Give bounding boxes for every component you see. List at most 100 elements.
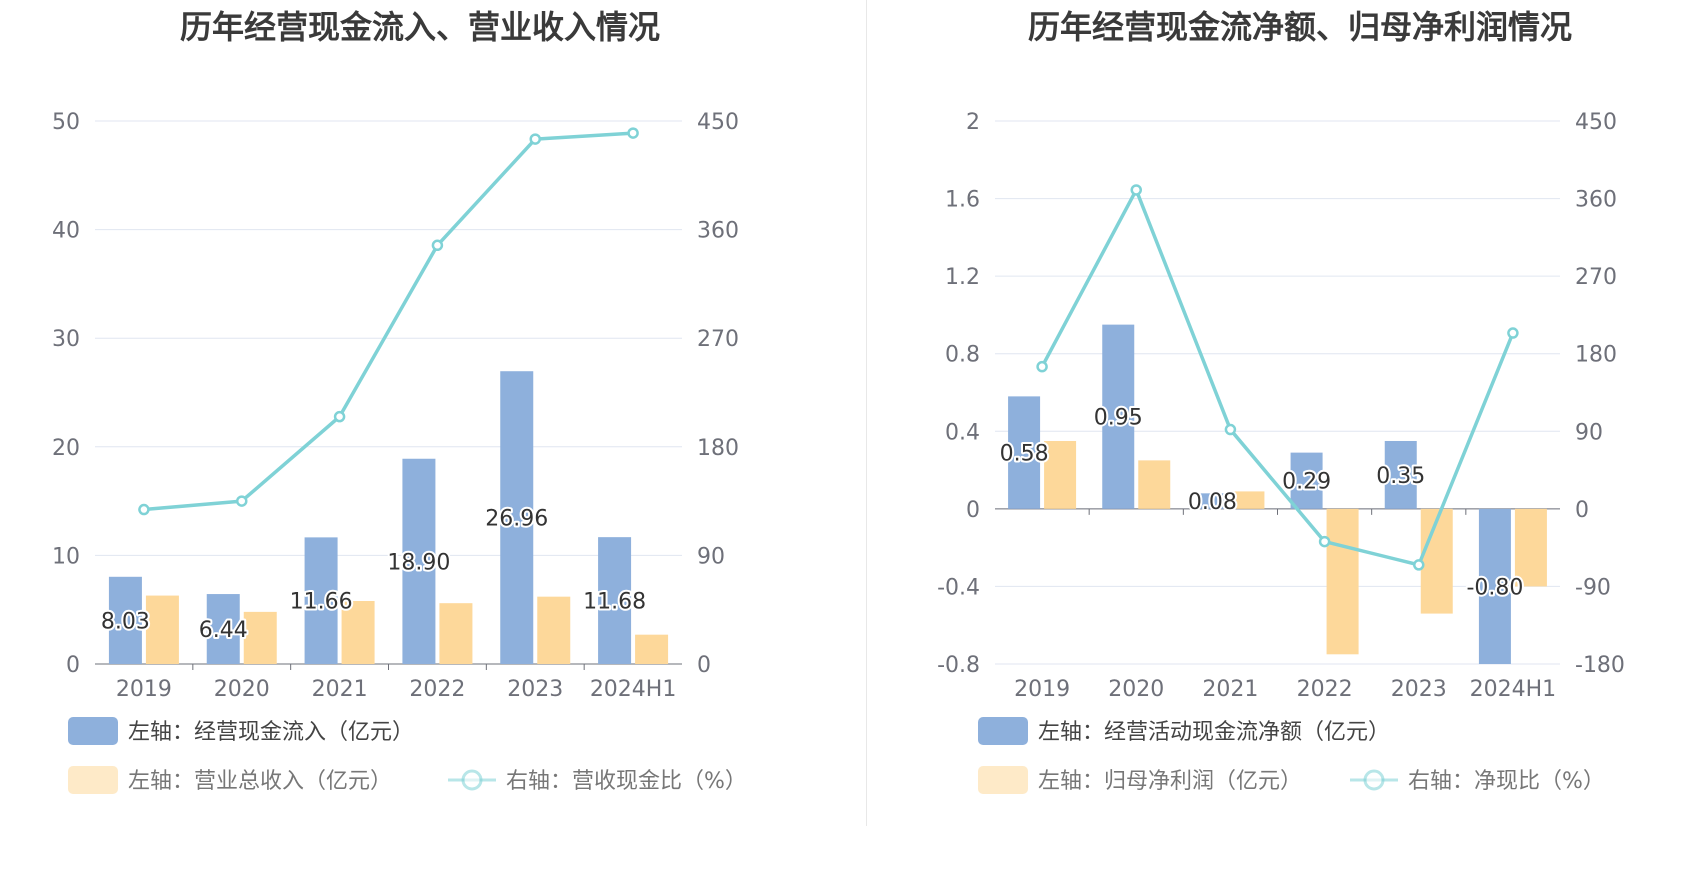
legend-label-line: 右轴：净现比（%）	[1408, 769, 1605, 794]
ratio-line-point	[333, 410, 346, 423]
right-axis-tick-label: -180	[1575, 653, 1625, 678]
ratio-line-point	[529, 133, 541, 145]
x-axis-tick-label: 2019	[116, 677, 172, 702]
bar-primary	[500, 371, 534, 664]
ratio-line-point	[138, 503, 150, 516]
bar-data-label: 18.90	[387, 550, 450, 575]
legend-swatch-primary	[68, 717, 118, 745]
bar-data-label: 0.58	[1000, 442, 1049, 467]
x-axis-tick-label: 2024H1	[1470, 677, 1557, 702]
panel-divider	[866, 0, 867, 826]
bar-primary	[1478, 508, 1511, 664]
x-axis-tick-label: 2021	[1202, 677, 1258, 702]
right-axis-tick-label: 180	[697, 436, 739, 461]
bar-primary	[1196, 493, 1229, 509]
ratio-line	[143, 131, 634, 512]
right-axis-tick-label: 90	[697, 544, 725, 569]
left-axis-tick-label: 1.2	[945, 265, 980, 290]
x-axis-tick-label: 2024H1	[590, 677, 677, 702]
right-axis-tick-label: -90	[1575, 575, 1611, 600]
bar-data-label: 26.96	[485, 507, 548, 532]
right-axis-tick-label: 270	[1575, 265, 1617, 290]
bar-primary	[206, 594, 240, 664]
left-axis-tick-label: 0	[966, 498, 980, 523]
x-axis-tick-label: 2019	[1014, 677, 1070, 702]
left-axis-tick-label: 0	[66, 653, 80, 678]
legend-label-secondary: 左轴：归母净利润（亿元）	[1038, 769, 1302, 794]
right-axis-tick-label: 450	[697, 110, 739, 135]
right-axis-tick-label: 270	[697, 327, 739, 352]
legend: 左轴：经营活动现金流净额（亿元） 左轴：归母净利润（亿元） 右轴：净现比（%）	[978, 717, 1605, 794]
legend-label-secondary: 左轴：营业总收入（亿元）	[128, 769, 392, 794]
bar-primary	[304, 537, 338, 664]
bar-primary	[1384, 440, 1417, 509]
x-axis-tick-label: 2021	[312, 677, 368, 702]
bar-secondary	[1514, 508, 1547, 587]
left-axis-tick-label: 0.4	[945, 420, 980, 445]
ratio-line-point	[1036, 360, 1048, 373]
left-axis-tick-label: 10	[52, 544, 80, 569]
legend-label-line: 右轴：营收现金比（%）	[506, 769, 747, 794]
bar-secondary	[1420, 508, 1453, 614]
ratio-line	[1040, 188, 1515, 567]
bar-secondary	[1326, 508, 1359, 655]
bar-data-label: 0.29	[1282, 470, 1331, 495]
ratio-line-point	[1413, 559, 1425, 571]
legend-swatch-secondary	[68, 766, 118, 794]
bar-secondary	[341, 601, 375, 664]
bar-data-label: -0.80	[1466, 575, 1523, 600]
ratio-line-point	[1318, 535, 1331, 548]
chart-panel-2: 历年经营现金流净额、归母净利润情况 -0.8 -0.4 0 0.4 0.8 1.2 1.6 2 -…	[937, 8, 1625, 794]
bar-secondary	[243, 611, 277, 664]
chart-title: 历年经营现金流入、营业收入情况	[180, 8, 660, 46]
legend-swatch-secondary	[978, 766, 1028, 794]
legend-line-marker	[1363, 769, 1385, 791]
bar-data-label: 0.95	[1094, 406, 1143, 431]
ratio-line-point	[627, 127, 639, 139]
left-axis-tick-label: 0.8	[945, 343, 980, 368]
ratio-line-point	[1224, 423, 1237, 436]
legend-swatch-primary	[978, 717, 1028, 745]
bar-primary	[1102, 324, 1135, 509]
bar-data-label: 0.35	[1376, 464, 1425, 489]
right-axis-tick-label: 360	[1575, 188, 1617, 213]
left-axis-tick-label: 40	[52, 219, 80, 244]
left-axis-tick-label: 1.6	[945, 188, 980, 213]
bar-secondary	[635, 634, 669, 664]
x-axis-tick-label: 2023	[1391, 677, 1447, 702]
left-axis-tick-label: -0.4	[937, 575, 980, 600]
left-axis-tick-label: -0.8	[937, 653, 980, 678]
ratio-line-point	[236, 495, 248, 507]
right-axis-tick-label: 450	[1575, 110, 1617, 135]
left-axis-tick-label: 20	[52, 436, 80, 461]
bar-secondary	[439, 603, 473, 664]
x-axis-tick-label: 2022	[409, 677, 465, 702]
right-axis-tick-label: 0	[697, 653, 711, 678]
bar-primary	[598, 537, 632, 664]
bar-data-label: 8.03	[101, 609, 150, 634]
bar-secondary	[1138, 460, 1171, 509]
right-axis-tick-label: 0	[1575, 498, 1589, 523]
ratio-line-point	[1130, 184, 1142, 196]
left-axis-tick-label: 50	[52, 110, 80, 135]
bar-data-label: 11.68	[583, 590, 646, 615]
bar-secondary	[1232, 491, 1265, 509]
legend-line-marker	[461, 769, 483, 791]
legend-label-primary: 左轴：经营现金流入（亿元）	[128, 720, 414, 745]
x-axis-tick-label: 2020	[214, 677, 270, 702]
bar-secondary	[145, 595, 179, 664]
legend-label-primary: 左轴：经营活动现金流净额（亿元）	[1038, 720, 1390, 745]
bar-primary	[108, 576, 142, 664]
bar-primary	[1008, 396, 1041, 509]
chart-title: 历年经营现金流净额、归母净利润情况	[1028, 8, 1572, 46]
ratio-line-point	[1507, 327, 1519, 339]
left-axis-tick-label: 2	[966, 110, 980, 135]
bar-data-label: 6.44	[199, 618, 248, 643]
right-axis-tick-label: 360	[697, 219, 739, 244]
right-axis-tick-label: 180	[1575, 343, 1617, 368]
bar-secondary	[1044, 440, 1077, 509]
x-axis-tick-label: 2022	[1297, 677, 1353, 702]
left-axis-tick-label: 30	[52, 327, 80, 352]
x-axis-tick-label: 2023	[507, 677, 563, 702]
